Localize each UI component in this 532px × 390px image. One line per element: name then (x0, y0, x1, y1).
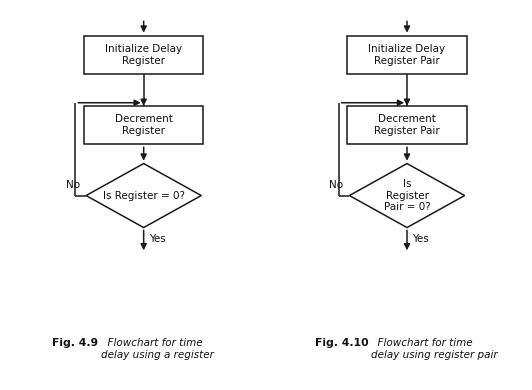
Bar (347, 106, 467, 144)
Text: Fig. 4.9: Fig. 4.9 (52, 339, 98, 349)
Text: Yes: Yes (149, 234, 166, 244)
Text: Decrement
Register Pair: Decrement Register Pair (374, 114, 440, 136)
Text: Flowchart for time
delay using a register: Flowchart for time delay using a registe… (101, 339, 214, 360)
Bar (84, 106, 203, 144)
Text: Fig. 4.10: Fig. 4.10 (315, 339, 369, 349)
Text: Flowchart for time
delay using register pair: Flowchart for time delay using register … (371, 339, 497, 360)
Text: Initialize Delay
Register: Initialize Delay Register (105, 44, 182, 66)
Polygon shape (86, 163, 201, 227)
Text: No: No (65, 180, 80, 190)
Polygon shape (350, 163, 464, 227)
Text: Yes: Yes (412, 234, 429, 244)
Text: Initialize Delay
Register Pair: Initialize Delay Register Pair (369, 44, 446, 66)
Text: Is
Register
Pair = 0?: Is Register Pair = 0? (384, 179, 430, 212)
Text: Decrement
Register: Decrement Register (115, 114, 172, 136)
Bar (347, 35, 467, 74)
Text: No: No (329, 180, 343, 190)
Bar (84, 35, 203, 74)
Text: Is Register = 0?: Is Register = 0? (103, 191, 185, 200)
